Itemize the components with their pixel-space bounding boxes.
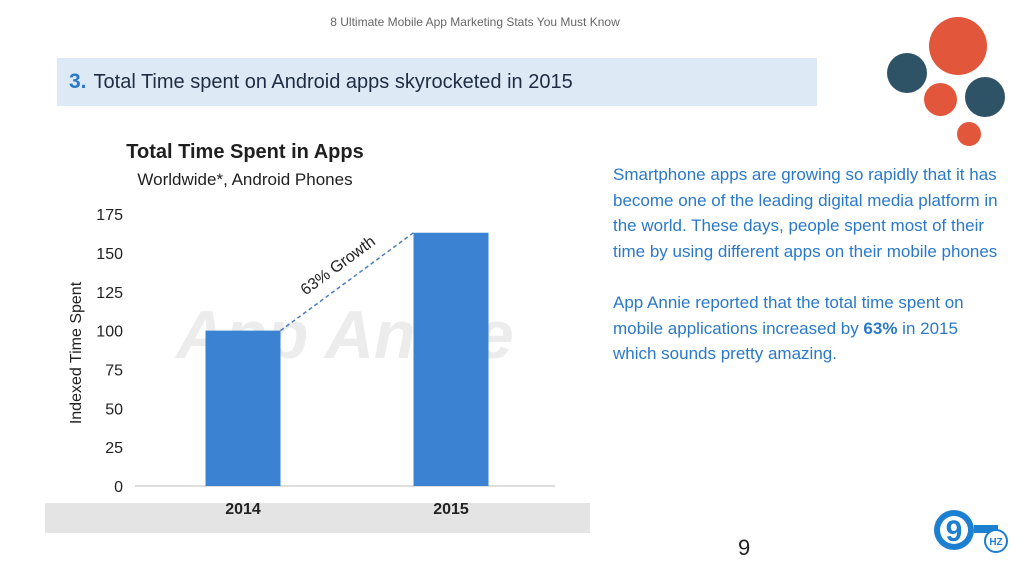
y-tick-label: 0 [114,479,123,496]
paragraph-2-lead: App Annie reported that the total time s… [613,292,964,338]
y-tick-label: 50 [105,401,123,418]
bar-2015 [413,232,489,486]
decor-circle-orange-large [929,17,987,75]
page-number: 9 [738,535,751,560]
slide-title: Total Time spent on Android apps skyrock… [93,70,573,93]
growth-annotation: 63% Growth [298,233,379,299]
y-tick-label: 175 [96,207,123,224]
y-tick-label: 100 [96,324,123,341]
body-text: Smartphone apps are growing so rapidly t… [613,162,1003,367]
y-tick-label: 150 [96,246,123,263]
decor-circle-orange-small [957,122,981,146]
slide-number-label: 3. [69,70,87,93]
chart-image: Total Time Spent in Apps Worldwide*, And… [45,133,590,533]
paragraph-1: Smartphone apps are growing so rapidly t… [613,165,998,261]
chart-subtitle: Worldwide*, Android Phones [137,170,353,189]
decor-circle-teal-right [965,77,1005,117]
chart-footer-band [45,503,590,533]
logo-letters: HZ [989,537,1002,548]
y-axis-label: Indexed Time Spent [68,281,85,424]
y-tick-label: 25 [105,440,123,457]
y-tick-label: 125 [96,285,123,302]
paragraph-2-tail: in 2015 which sounds pretty amazing. [613,318,958,364]
x-tick-label: 2015 [433,501,469,518]
y-tick-label: 75 [105,362,123,379]
x-tick-label: 2014 [225,501,261,518]
growth-percent-highlight: 63% [863,318,898,338]
presentation-caption: 8 Ultimate Mobile App Marketing Stats Yo… [330,15,620,29]
9hz-logo: 9 HZ [930,503,1010,559]
slide-title-bar: 3. Total Time spent on Android apps skyr… [57,58,817,106]
decor-circle-teal-left [887,53,927,93]
bar-2014 [205,330,281,486]
chart-plot: App Annie Indexed Time Spent 63% Growth … [68,207,555,518]
decor-circle-orange-mid [924,83,957,116]
chart-title: Total Time Spent in Apps [126,141,364,163]
logo-digit: 9 [946,515,963,548]
paragraph-2: App Annie reported that the total time s… [613,290,1003,367]
